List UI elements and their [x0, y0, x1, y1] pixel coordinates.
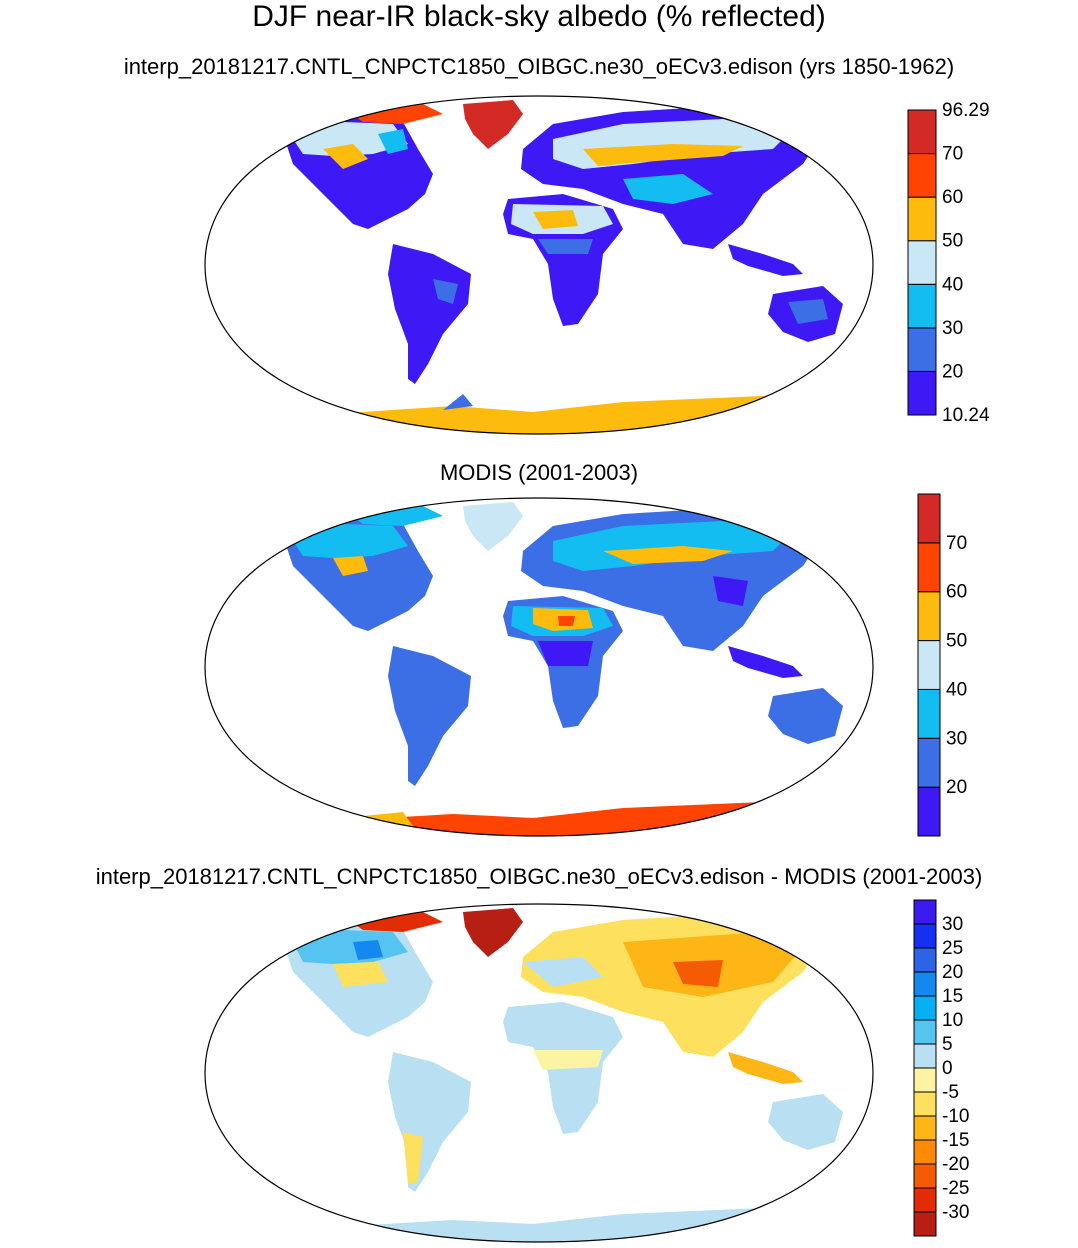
colorbar-swatch: [913, 1211, 937, 1237]
colorbar-label: 5: [942, 1034, 953, 1055]
colorbar-swatch: [913, 923, 937, 949]
colorbar-label: -15: [942, 1130, 969, 1151]
figure-title: DJF near-IR black-sky albedo (% reflecte…: [252, 0, 826, 33]
colorbar-label: 0: [942, 1058, 953, 1079]
colorbar-swatch: [913, 1019, 937, 1045]
colorbar-label: 40: [946, 679, 967, 700]
colorbar-label: 10: [942, 1010, 963, 1031]
colorbar-label: 20: [942, 962, 963, 983]
colorbar-label: -30: [942, 1202, 969, 1223]
colorbar-label: 30: [946, 728, 967, 749]
colorbar-label: 50: [942, 231, 963, 252]
panel-3-subtitle: interp_20181217.CNTL_CNPCTC1850_OIBGC.ne…: [95, 864, 983, 889]
colorbar-swatch: [907, 196, 937, 242]
colorbar-swatch: [907, 240, 937, 285]
colorbar-swatch: [917, 591, 941, 642]
colorbar-label: -5: [942, 1082, 959, 1103]
colorbar-swatch: [913, 1115, 937, 1141]
panel-1-subtitle: interp_20181217.CNTL_CNPCTC1850_OIBGC.ne…: [123, 54, 955, 79]
colorbar-swatch: [913, 995, 937, 1021]
colorbar-label: 25: [942, 938, 963, 959]
colorbar-swatch: [917, 542, 941, 593]
panel-1-map: [204, 95, 874, 435]
colorbar-swatch: [917, 688, 941, 739]
colorbar-swatch: [913, 1139, 937, 1165]
panel-2-subtitle: MODIS (2001-2003): [439, 460, 639, 485]
colorbar-label: 70: [946, 533, 967, 554]
colorbar-swatch: [913, 1187, 937, 1213]
colorbar-label: 40: [942, 274, 963, 295]
colorbar-swatch: [907, 109, 937, 155]
colorbar-label: 50: [946, 631, 967, 652]
panel-2-colorbar: 20 30 40 50 60 70: [917, 493, 967, 837]
colorbar-label: -10: [942, 1106, 969, 1127]
colorbar-swatch: [913, 1163, 937, 1189]
colorbar-swatch: [917, 640, 941, 690]
colorbar-label: -25: [942, 1178, 969, 1199]
panel-3-map: [204, 903, 874, 1243]
colorbar-label: 30: [942, 318, 963, 339]
colorbar-label: 15: [942, 986, 963, 1007]
colorbar-label: -20: [942, 1154, 969, 1175]
colorbar-swatch: [907, 370, 937, 416]
colorbar-swatch: [917, 737, 941, 788]
colorbar-swatch: [907, 153, 937, 198]
colorbar-label: 70: [942, 144, 963, 165]
colorbar-swatch: [913, 947, 937, 973]
colorbar-swatch: [913, 899, 937, 925]
panel-2-land: [205, 502, 873, 836]
colorbar-label: 60: [946, 582, 967, 603]
panel-1-colorbar: 10.24 20 30 40 50 60 70 96.29: [907, 100, 990, 426]
colorbar-swatch: [913, 1091, 937, 1117]
colorbar-swatch: [913, 1043, 937, 1069]
colorbar-swatch: [913, 971, 937, 997]
colorbar-label: 10.24: [942, 405, 990, 426]
colorbar-swatch: [917, 786, 941, 837]
colorbar-label: 60: [942, 187, 963, 208]
colorbar-swatch: [917, 493, 941, 544]
colorbar-swatch: [907, 283, 937, 329]
panel-3-land: [205, 908, 873, 1242]
colorbar-swatch: [907, 327, 937, 372]
colorbar-swatch: [913, 1067, 937, 1093]
panel-3-colorbar: 30 25 20 15 10 5 0 -5 -10 -15 -20 -25 -30: [913, 899, 969, 1237]
panel-2-map: [204, 497, 874, 837]
panel-1-land: [205, 100, 873, 434]
colorbar-label: 30: [942, 914, 963, 935]
colorbar-label: 20: [946, 777, 967, 798]
colorbar-label: 96.29: [942, 100, 990, 121]
colorbar-label: 20: [942, 361, 963, 382]
